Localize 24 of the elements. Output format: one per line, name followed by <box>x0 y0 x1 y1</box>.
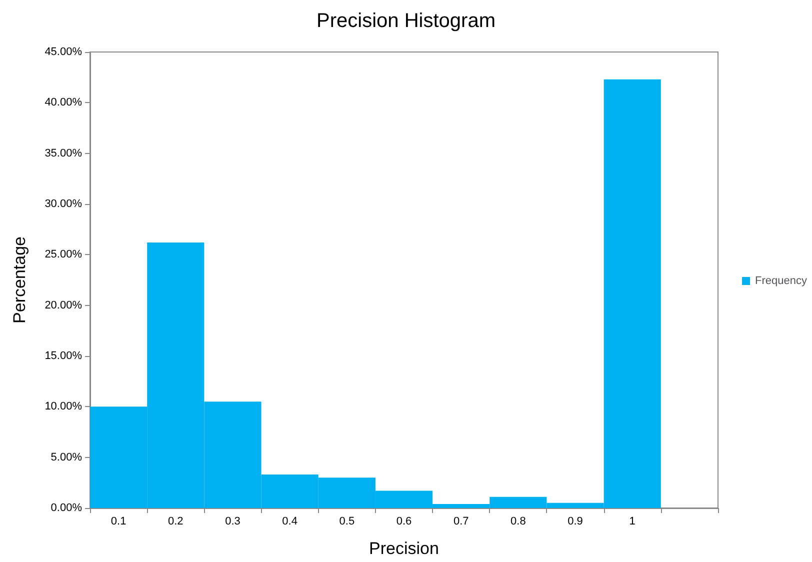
x-tick-label: 0.4 <box>282 516 298 528</box>
y-tick-label: 25.00% <box>44 248 82 261</box>
legend-label: Frequency <box>755 275 808 287</box>
x-tick-label: 0.3 <box>225 516 240 528</box>
x-tick-label: 0.8 <box>510 516 526 528</box>
x-tick-label: 0.7 <box>453 516 469 528</box>
x-tick-label: 0.9 <box>568 516 583 528</box>
y-tick-label: 40.00% <box>44 96 82 109</box>
y-tick-label: 45.00% <box>44 46 82 58</box>
chart-title: Precision Histogram <box>316 10 496 32</box>
y-tick-label: 15.00% <box>44 350 82 362</box>
y-tick-label: 5.00% <box>50 451 82 464</box>
y-tick-label: 35.00% <box>44 147 82 160</box>
x-tick-label: 1 <box>629 516 636 528</box>
x-tick-label: 0.1 <box>110 516 126 528</box>
x-tick-label: 0.6 <box>396 516 412 528</box>
y-tick-label: 20.00% <box>44 299 82 312</box>
x-axis-title: Precision <box>369 539 439 558</box>
x-tick-label: 0.5 <box>339 516 355 528</box>
y-tick-label: 30.00% <box>44 198 82 210</box>
x-tick-label: 0.2 <box>168 516 184 528</box>
y-tick-label: 10.00% <box>44 400 82 413</box>
y-tick-label: 0.00% <box>50 502 82 514</box>
y-axis-title: Percentage <box>10 236 29 324</box>
